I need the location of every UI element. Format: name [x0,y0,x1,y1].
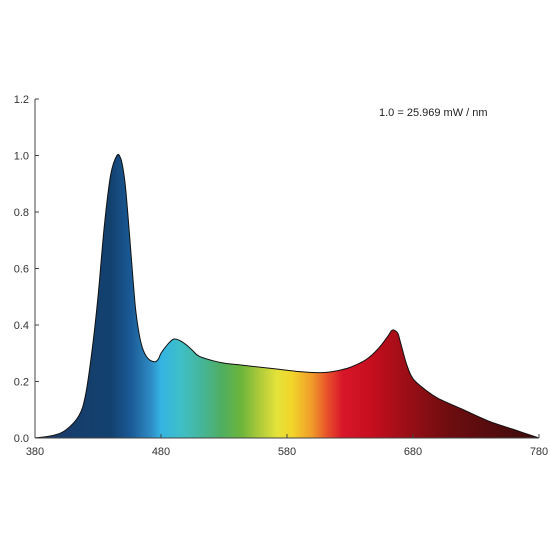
y-tick-label: 1.0 [14,151,29,163]
x-tick-label: 780 [530,446,548,458]
spectrum-area [35,154,539,438]
plot-area [34,153,540,439]
axes: 0.0 0.2 0.4 0.6 0.8 1.0 1.2 380 480 580 680 780 [14,94,548,458]
spectrum-outline [34,153,540,439]
scale-annotation: 1.0 = 25.969 mW / nm [379,107,488,119]
x-tick-label: 580 [278,446,296,458]
y-tick-label: 0.0 [14,433,29,445]
y-axis-ticks: 0.0 0.2 0.4 0.6 0.8 1.0 1.2 [14,94,39,445]
x-tick-label: 680 [404,446,422,458]
y-tick-label: 0.4 [14,320,29,332]
y-tick-label: 0.2 [14,377,29,389]
y-tick-label: 0.6 [14,264,29,276]
x-axis-ticks: 380 480 580 680 780 [26,434,548,458]
x-tick-label: 480 [152,446,170,458]
y-tick-label: 1.2 [14,94,29,106]
y-tick-label: 0.8 [14,207,29,219]
x-tick-label: 380 [26,446,44,458]
